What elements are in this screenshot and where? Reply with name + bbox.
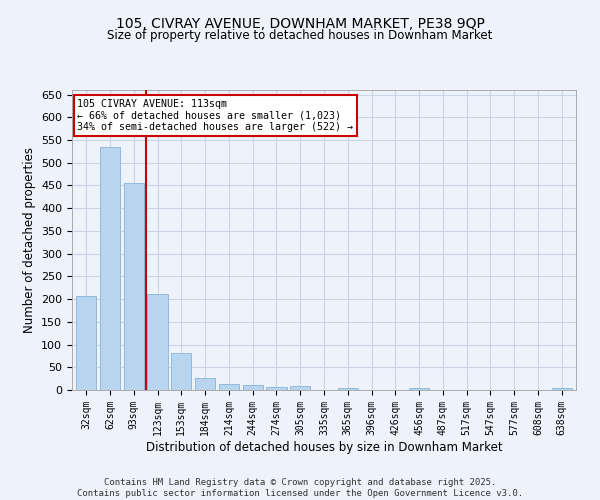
Y-axis label: Number of detached properties: Number of detached properties bbox=[23, 147, 35, 333]
Bar bbox=[290, 386, 310, 390]
X-axis label: Distribution of detached houses by size in Downham Market: Distribution of detached houses by size … bbox=[146, 440, 502, 454]
Bar bbox=[409, 388, 429, 390]
Bar bbox=[76, 296, 97, 390]
Bar bbox=[124, 182, 144, 390]
Text: Contains HM Land Registry data © Crown copyright and database right 2025.
Contai: Contains HM Land Registry data © Crown c… bbox=[77, 478, 523, 498]
Bar bbox=[195, 378, 215, 390]
Bar bbox=[266, 387, 287, 390]
Bar bbox=[242, 385, 263, 390]
Text: Size of property relative to detached houses in Downham Market: Size of property relative to detached ho… bbox=[107, 29, 493, 42]
Bar bbox=[171, 353, 191, 390]
Bar bbox=[100, 147, 120, 390]
Bar bbox=[338, 388, 358, 390]
Bar bbox=[551, 388, 572, 390]
Bar bbox=[148, 294, 167, 390]
Text: 105, CIVRAY AVENUE, DOWNHAM MARKET, PE38 9QP: 105, CIVRAY AVENUE, DOWNHAM MARKET, PE38… bbox=[116, 18, 484, 32]
Text: 105 CIVRAY AVENUE: 113sqm
← 66% of detached houses are smaller (1,023)
34% of se: 105 CIVRAY AVENUE: 113sqm ← 66% of detac… bbox=[77, 99, 353, 132]
Bar bbox=[219, 384, 239, 390]
